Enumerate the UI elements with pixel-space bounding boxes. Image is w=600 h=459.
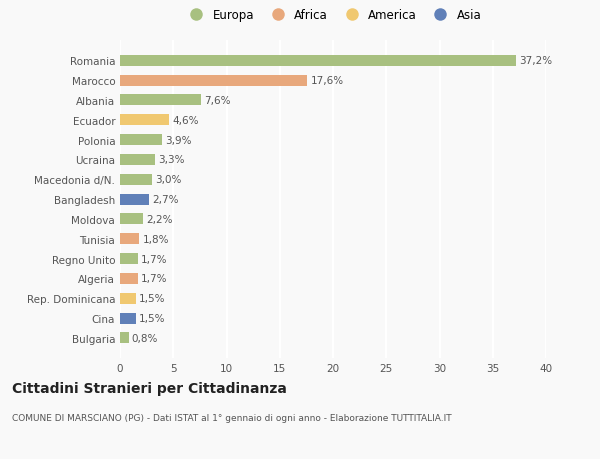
Bar	[120, 115, 169, 126]
Text: 1,8%: 1,8%	[142, 234, 169, 244]
Bar	[120, 75, 307, 86]
Bar	[120, 56, 516, 67]
Bar	[120, 174, 152, 185]
Text: 3,3%: 3,3%	[158, 155, 185, 165]
Bar	[120, 333, 128, 344]
Text: 0,8%: 0,8%	[132, 333, 158, 343]
Bar	[120, 293, 136, 304]
Text: 1,5%: 1,5%	[139, 313, 166, 324]
Bar	[120, 194, 149, 205]
Text: 37,2%: 37,2%	[520, 56, 553, 66]
Text: 3,0%: 3,0%	[155, 175, 182, 185]
Text: 2,7%: 2,7%	[152, 195, 178, 205]
Text: COMUNE DI MARSCIANO (PG) - Dati ISTAT al 1° gennaio di ogni anno - Elaborazione : COMUNE DI MARSCIANO (PG) - Dati ISTAT al…	[12, 413, 452, 422]
Text: 7,6%: 7,6%	[204, 96, 230, 106]
Bar	[120, 234, 139, 245]
Text: 17,6%: 17,6%	[311, 76, 344, 86]
Bar	[120, 135, 161, 146]
Text: 1,7%: 1,7%	[142, 274, 168, 284]
Bar	[120, 253, 138, 264]
Text: 1,7%: 1,7%	[142, 254, 168, 264]
Text: 3,9%: 3,9%	[165, 135, 191, 146]
Bar	[120, 274, 138, 284]
Legend: Europa, Africa, America, Asia: Europa, Africa, America, Asia	[184, 9, 482, 22]
Bar	[120, 155, 155, 166]
Text: Cittadini Stranieri per Cittadinanza: Cittadini Stranieri per Cittadinanza	[12, 381, 287, 395]
Bar	[120, 214, 143, 225]
Text: 2,2%: 2,2%	[146, 214, 173, 224]
Bar	[120, 313, 136, 324]
Text: 1,5%: 1,5%	[139, 294, 166, 303]
Text: 4,6%: 4,6%	[172, 116, 199, 125]
Bar	[120, 95, 201, 106]
